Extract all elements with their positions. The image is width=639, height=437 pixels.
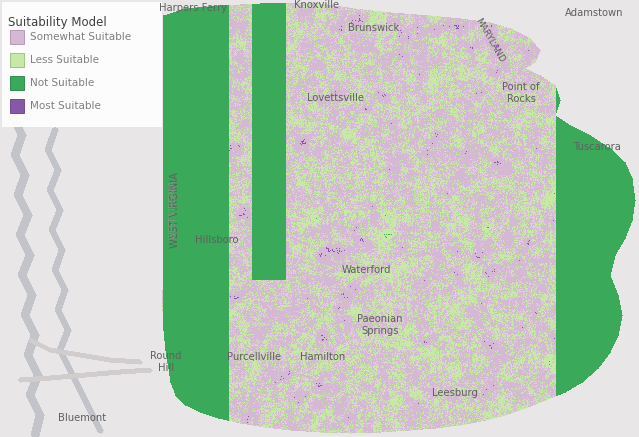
Text: Somewhat Suitable: Somewhat Suitable xyxy=(30,32,131,42)
Text: Paeonian
Springs: Paeonian Springs xyxy=(357,314,403,336)
Text: Bluemont: Bluemont xyxy=(58,413,106,423)
Text: Point of
Rocks: Point of Rocks xyxy=(502,82,540,104)
Text: Less Suitable: Less Suitable xyxy=(30,55,99,65)
Text: Purcellville: Purcellville xyxy=(227,352,281,362)
Text: Hamilton: Hamilton xyxy=(300,352,346,362)
Bar xyxy=(10,76,24,90)
Text: Waterford: Waterford xyxy=(341,265,391,275)
Text: Most Suitable: Most Suitable xyxy=(30,101,101,111)
Text: Adamstown: Adamstown xyxy=(565,8,623,18)
Text: Round
Hill: Round Hill xyxy=(150,351,181,373)
Text: WEST VIRGINIA: WEST VIRGINIA xyxy=(169,181,178,239)
Text: Hillsboro: Hillsboro xyxy=(196,235,239,245)
Text: Brunswick: Brunswick xyxy=(348,23,399,33)
Text: Knoxville: Knoxville xyxy=(295,0,339,10)
Text: Tuscarora: Tuscarora xyxy=(573,142,621,152)
Text: Leesburg: Leesburg xyxy=(432,388,478,398)
Bar xyxy=(10,30,24,44)
Text: MARYLAND: MARYLAND xyxy=(473,16,506,64)
Text: WEST VIRGINIA: WEST VIRGINIA xyxy=(170,172,180,248)
Text: Suitability Model: Suitability Model xyxy=(8,16,107,29)
Text: Harpers Ferry: Harpers Ferry xyxy=(159,3,227,13)
Text: Lovettsville: Lovettsville xyxy=(307,93,364,103)
Text: Not Suitable: Not Suitable xyxy=(30,78,94,88)
Bar xyxy=(2,2,162,127)
Bar xyxy=(10,99,24,113)
Bar xyxy=(10,53,24,67)
